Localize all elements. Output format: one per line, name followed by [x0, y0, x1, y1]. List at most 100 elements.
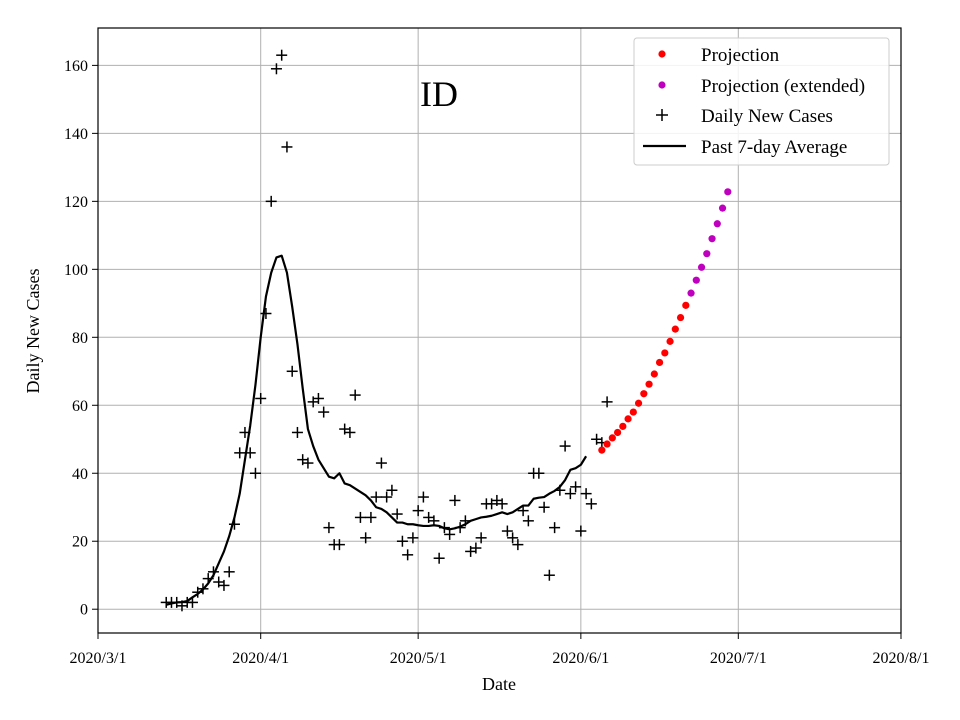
legend-label-past-7-day-average: Past 7-day Average [701, 137, 847, 158]
projection-extended-point [724, 188, 732, 196]
daily-cases-point [370, 491, 382, 503]
projection-point [624, 415, 632, 423]
projection-point [682, 301, 690, 309]
legend-box [633, 37, 890, 166]
projection-point [619, 422, 627, 430]
daily-cases-point [407, 532, 419, 544]
daily-cases-point [559, 440, 571, 452]
legend-label-projection: Projection [701, 45, 780, 66]
y-tick-label: 80 [72, 330, 88, 347]
daily-cases-point [428, 515, 440, 527]
x-tick-label: 2020/8/1 [873, 650, 930, 667]
daily-cases-point [570, 481, 582, 493]
projection-extended-point [692, 276, 700, 284]
legend: Projection Projection (extended) Daily N… [633, 37, 890, 166]
daily-cases-point [512, 539, 524, 551]
daily-cases-point [365, 511, 377, 523]
daily-cases-point [538, 501, 550, 513]
daily-cases-point [554, 484, 566, 496]
projection-extended-point [708, 235, 716, 243]
projection-point [634, 399, 643, 407]
daily-cases-point [202, 573, 214, 585]
grid [97, 28, 902, 633]
y-tick-label: 20 [72, 534, 88, 551]
x-tick-label: 2020/4/1 [232, 650, 289, 667]
projection-point [613, 428, 622, 437]
y-tick-label: 60 [72, 398, 88, 415]
projection-extended-point [697, 263, 706, 271]
daily-cases-point [249, 467, 261, 479]
daily-cases-point [302, 457, 314, 469]
projection-extended-point [713, 220, 721, 228]
projection-extended-point [687, 289, 695, 297]
daily-cases-point [580, 488, 592, 500]
y-axis-ticks: 0 20 40 60 80 100 120 140 160 [64, 58, 98, 619]
daily-cases-point [585, 498, 597, 510]
daily-cases-point [286, 365, 298, 377]
projection-point [598, 446, 606, 454]
daily-cases-point [396, 535, 408, 547]
projection-point [671, 325, 679, 333]
legend-label-daily-new-cases: Daily New Cases [701, 106, 833, 127]
daily-cases-point [601, 396, 613, 408]
y-tick-label: 40 [72, 466, 88, 483]
daily-cases-point [270, 63, 282, 75]
projection-point [645, 380, 653, 388]
daily-cases-point [218, 579, 230, 591]
daily-cases-point [564, 488, 576, 500]
legend-label-projection-extended: Projection (extended) [701, 76, 865, 97]
projection-extended-point [718, 204, 727, 212]
daily-cases-point [223, 566, 235, 578]
daily-cases-point [281, 141, 293, 153]
daily-cases-point [197, 583, 209, 595]
daily-cases-point [412, 505, 424, 517]
x-tick-label: 2020/6/1 [552, 650, 609, 667]
y-tick-label: 100 [64, 262, 88, 279]
projection-extended-point [703, 250, 711, 258]
daily-cases-point [344, 426, 356, 438]
x-tick-label: 2020/7/1 [710, 650, 767, 667]
projection-point [655, 358, 664, 367]
daily-cases-point [386, 484, 398, 496]
daily-cases-point [533, 467, 545, 479]
series-past-7-day-average [165, 254, 588, 606]
daily-cases-point [507, 532, 519, 544]
series-projection [598, 301, 690, 454]
daily-cases-point [454, 522, 466, 534]
y-tick-label: 0 [80, 602, 88, 619]
daily-cases-point [239, 426, 251, 438]
x-axis-ticks: 2020/3/1 2020/4/1 2020/5/1 2020/6/1 2020/7/1… [70, 633, 930, 667]
daily-cases-point [459, 515, 471, 527]
daily-cases-point [207, 566, 219, 578]
daily-cases-point [517, 505, 529, 517]
daily-cases-point [381, 491, 393, 503]
daily-cases-point [360, 532, 372, 544]
projection-point [608, 434, 616, 442]
daily-cases-point [276, 49, 288, 61]
daily-cases-point [228, 518, 240, 530]
daily-cases-point [312, 392, 324, 404]
daily-cases-point [543, 569, 555, 581]
y-tick-label: 160 [64, 58, 88, 75]
daily-cases-point [265, 195, 277, 207]
series-daily-new-cases [160, 49, 613, 612]
projection-point [650, 370, 658, 378]
daily-cases-point [354, 511, 366, 523]
daily-cases-point [496, 498, 508, 510]
daily-cases-point [291, 426, 303, 438]
daily-cases-point [391, 508, 403, 520]
chart-title: ID [420, 74, 458, 114]
daily-cases-point [333, 539, 345, 551]
y-tick-label: 140 [64, 126, 88, 143]
daily-cases-point [475, 532, 487, 544]
daily-cases-point [444, 528, 456, 540]
plot-frame [97, 27, 902, 634]
legend-marker-projection-extended [658, 81, 666, 89]
daily-cases-point [433, 552, 445, 564]
daily-cases-point [318, 406, 330, 418]
average-line [165, 254, 588, 606]
projection-point [676, 313, 685, 322]
projection-point [603, 440, 611, 448]
daily-cases-point [449, 494, 461, 506]
legend-marker-projection [658, 50, 666, 58]
